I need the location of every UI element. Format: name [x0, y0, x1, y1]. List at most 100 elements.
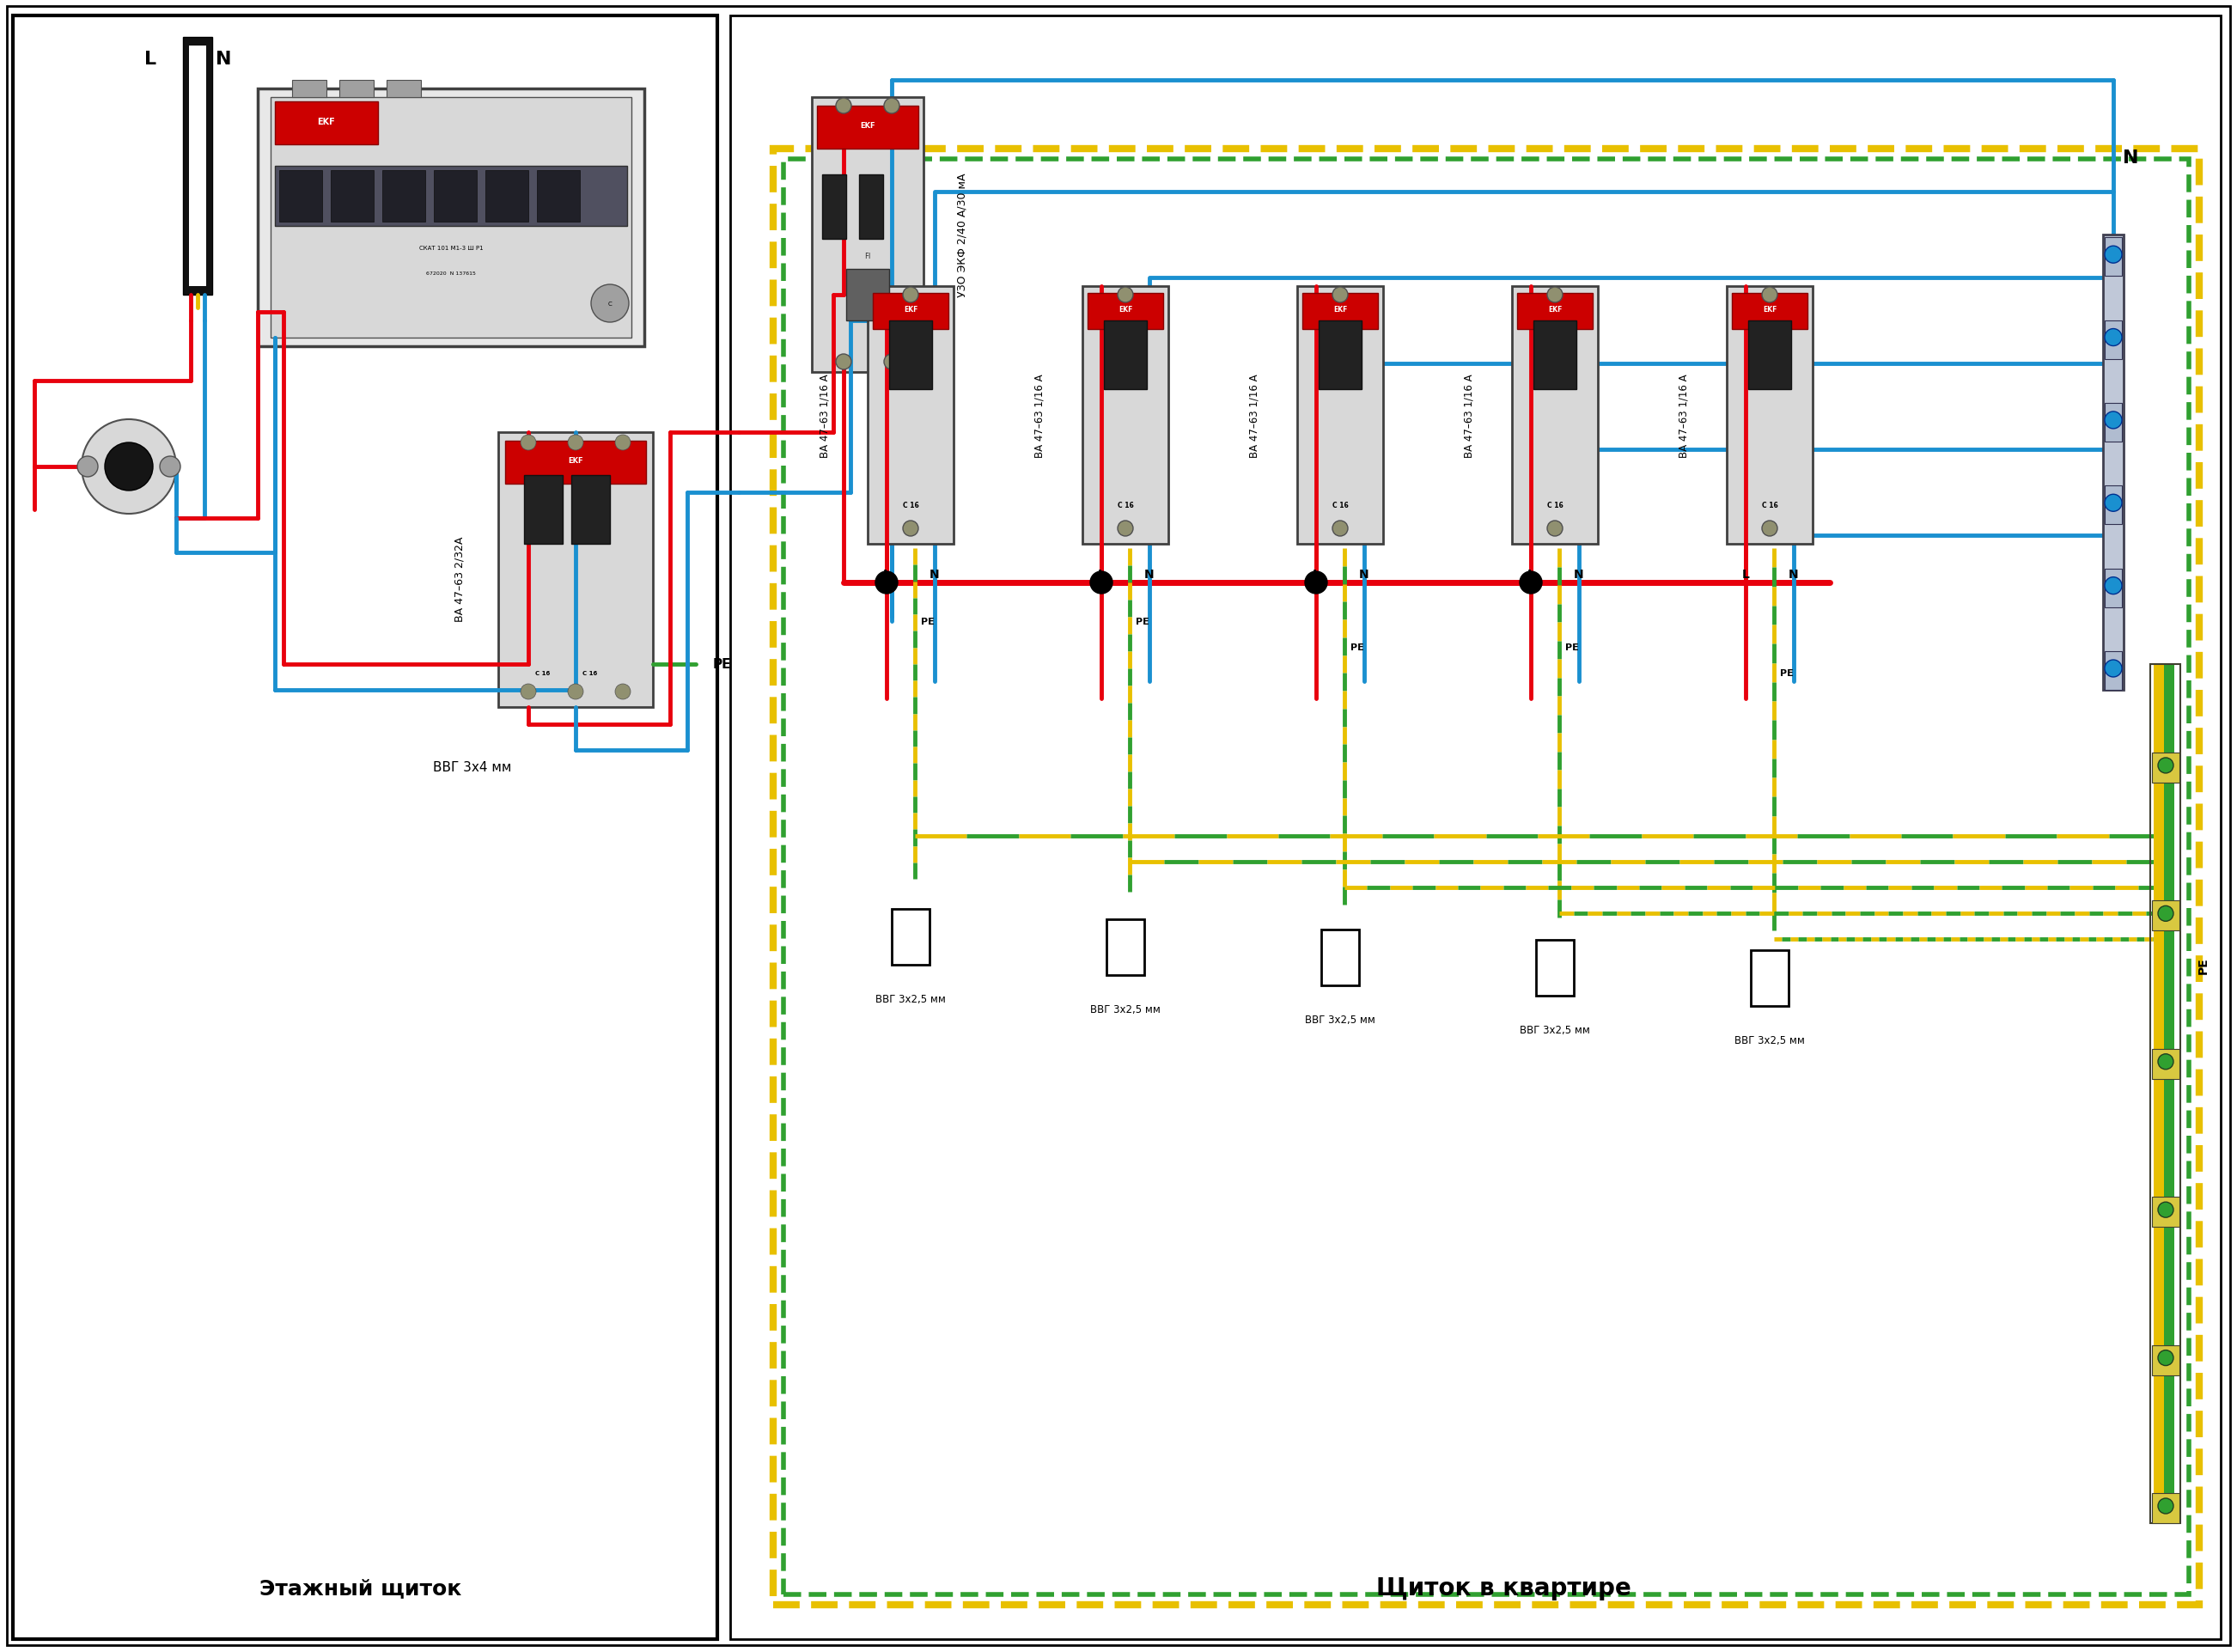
Bar	[812, 97, 924, 373]
Bar	[387, 81, 421, 97]
Text: L: L	[143, 51, 157, 68]
Circle shape	[1548, 287, 1564, 302]
Circle shape	[2159, 907, 2174, 922]
Circle shape	[884, 355, 899, 370]
Text: PE: PE	[1351, 643, 1365, 651]
Text: PE: PE	[1136, 618, 1150, 626]
Text: СКАТ 101 М1-3 Ш Р1: СКАТ 101 М1-3 Ш Р1	[418, 246, 483, 251]
Bar	[2105, 403, 2123, 443]
Bar	[868, 287, 953, 545]
Circle shape	[2105, 246, 2123, 264]
Bar	[1517, 294, 1593, 330]
Bar	[257, 89, 644, 347]
Text: ВА 47–63 1/16 А: ВА 47–63 1/16 А	[819, 373, 830, 458]
Circle shape	[1118, 287, 1134, 302]
Circle shape	[884, 99, 899, 114]
Bar	[2150, 664, 2181, 1523]
Text: EKF: EKF	[859, 122, 875, 131]
Circle shape	[1763, 287, 1778, 302]
Text: EKF: EKF	[1333, 306, 1347, 314]
Circle shape	[521, 436, 537, 451]
Bar	[846, 269, 888, 320]
Bar	[13, 17, 718, 1639]
Bar	[2152, 1049, 2179, 1079]
Circle shape	[2105, 411, 2123, 430]
Text: C 16: C 16	[535, 671, 550, 676]
Text: EKF: EKF	[318, 117, 336, 126]
Bar	[2152, 753, 2179, 783]
Bar	[2105, 320, 2123, 360]
Bar	[293, 81, 327, 97]
Circle shape	[837, 99, 852, 114]
Bar	[783, 160, 2188, 1594]
Text: ВВГ 3х2,5 мм: ВВГ 3х2,5 мм	[1304, 1014, 1376, 1026]
Bar	[2105, 486, 2123, 525]
Circle shape	[904, 520, 919, 537]
Text: EKF: EKF	[1118, 306, 1132, 314]
Text: ВА 47–63 2/32А: ВА 47–63 2/32А	[454, 535, 465, 621]
Text: ВВГ 3х2,5 мм: ВВГ 3х2,5 мм	[1089, 1004, 1161, 1016]
Bar	[485, 170, 528, 223]
Bar	[1731, 294, 1807, 330]
Bar	[823, 175, 846, 240]
Circle shape	[2159, 1350, 2174, 1366]
Bar	[2105, 238, 2123, 276]
Bar	[872, 294, 948, 330]
Bar	[1512, 287, 1597, 545]
Circle shape	[2159, 758, 2174, 773]
Text: C 16: C 16	[1116, 502, 1134, 509]
Circle shape	[568, 436, 584, 451]
Bar	[331, 170, 374, 223]
Bar	[188, 46, 206, 287]
Bar	[2105, 568, 2123, 608]
Circle shape	[1118, 520, 1134, 537]
Circle shape	[1333, 287, 1349, 302]
Text: ВВГ 3х2,5 мм: ВВГ 3х2,5 мм	[875, 995, 946, 1004]
Circle shape	[615, 436, 631, 451]
Bar	[2163, 664, 2174, 1523]
Text: N: N	[1790, 568, 1799, 580]
Text: ВА 47–63 1/16 А: ВА 47–63 1/16 А	[1678, 373, 1689, 458]
Circle shape	[2105, 578, 2123, 595]
Text: C: C	[608, 301, 613, 307]
Bar	[183, 38, 213, 296]
Bar	[340, 81, 374, 97]
Text: L: L	[1528, 568, 1535, 580]
Text: N: N	[2123, 149, 2139, 167]
Text: PE: PE	[1781, 669, 1794, 677]
Text: C 16: C 16	[1761, 502, 1778, 509]
Text: L: L	[1313, 568, 1320, 580]
Circle shape	[904, 287, 919, 302]
Bar	[2103, 235, 2123, 691]
Bar	[275, 102, 378, 145]
Text: EKF: EKF	[904, 306, 917, 314]
Bar	[1302, 294, 1378, 330]
Bar	[1727, 287, 1812, 545]
Text: 672020  N 137615: 672020 N 137615	[427, 273, 476, 276]
Bar	[523, 476, 564, 545]
Bar	[275, 167, 626, 226]
Text: N: N	[931, 568, 940, 580]
Bar	[774, 149, 2199, 1604]
Circle shape	[2105, 661, 2123, 677]
Circle shape	[591, 286, 629, 322]
Bar	[1107, 920, 1145, 975]
Bar	[280, 170, 322, 223]
Text: C 16: C 16	[1546, 502, 1564, 509]
Bar	[817, 106, 919, 149]
Text: N: N	[1360, 568, 1369, 580]
Text: PE: PE	[922, 618, 935, 626]
Bar	[1752, 950, 1790, 1006]
Circle shape	[615, 684, 631, 700]
Text: Щиток в квартире: Щиток в квартире	[1376, 1576, 1631, 1599]
Bar	[859, 175, 884, 240]
Bar	[1532, 320, 1577, 390]
Bar	[499, 433, 653, 707]
Bar	[2152, 1493, 2179, 1523]
Text: N: N	[1145, 568, 1154, 580]
Text: EKF: EKF	[1763, 306, 1776, 314]
Bar	[2152, 900, 2179, 932]
Bar	[893, 909, 931, 965]
Text: ВВГ 3х4 мм: ВВГ 3х4 мм	[434, 762, 512, 775]
Text: EKF: EKF	[568, 458, 584, 464]
